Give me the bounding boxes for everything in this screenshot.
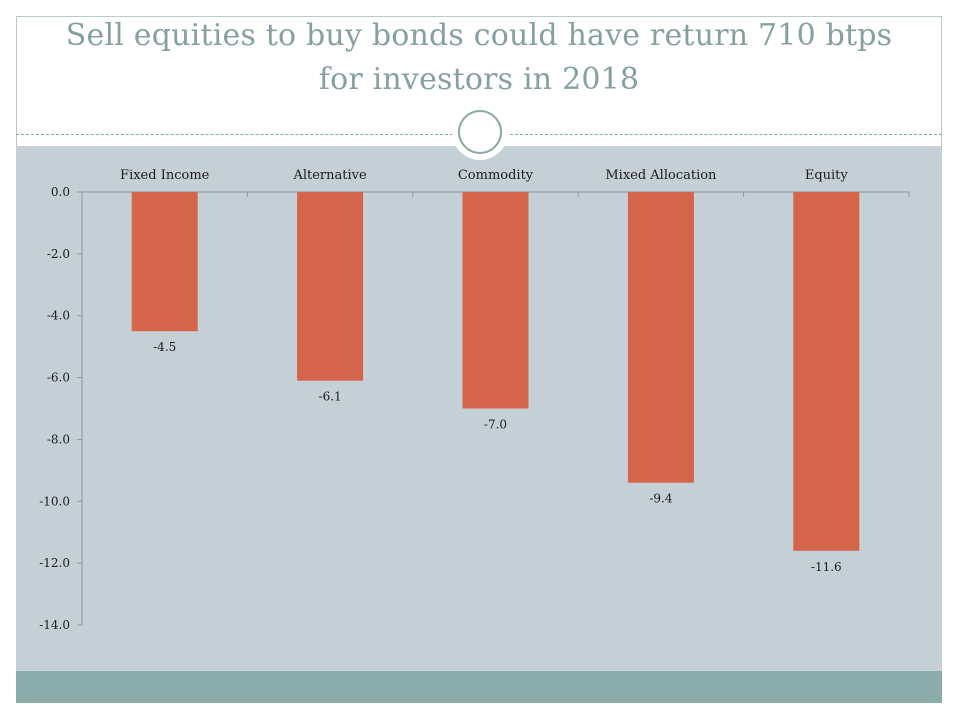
data-label: -9.4 xyxy=(649,492,673,506)
category-label: Commodity xyxy=(458,168,534,183)
data-label: -7.0 xyxy=(484,418,507,432)
category-label: Mixed Allocation xyxy=(605,168,717,183)
slide-title-line-2: for investors in 2018 xyxy=(318,62,640,97)
circle-ornament-icon xyxy=(452,106,508,160)
bar xyxy=(793,192,860,551)
y-tick-label: -12.0 xyxy=(39,556,70,570)
bar xyxy=(627,192,694,483)
slide-title: Sell equities to buy bonds could have re… xyxy=(16,14,942,102)
data-label: -6.1 xyxy=(319,390,342,404)
bar xyxy=(131,192,198,332)
y-tick-label: -2.0 xyxy=(47,247,70,261)
y-tick-label: -14.0 xyxy=(39,618,70,632)
slide-title-line-1: Sell equities to buy bonds could have re… xyxy=(65,18,893,53)
bar xyxy=(297,192,364,381)
category-label: Alternative xyxy=(292,168,367,183)
data-label: -4.5 xyxy=(153,340,176,354)
category-label: Equity xyxy=(805,168,849,183)
data-label: -11.6 xyxy=(811,560,842,574)
y-tick-label: 0.0 xyxy=(51,185,70,199)
footer-band xyxy=(16,671,942,703)
y-tick-label: -6.0 xyxy=(47,371,70,385)
y-tick-label: -10.0 xyxy=(39,494,70,508)
y-tick-label: -4.0 xyxy=(47,309,70,323)
y-tick-label: -8.0 xyxy=(47,432,70,446)
category-label: Fixed Income xyxy=(120,168,210,183)
bar xyxy=(462,192,529,409)
